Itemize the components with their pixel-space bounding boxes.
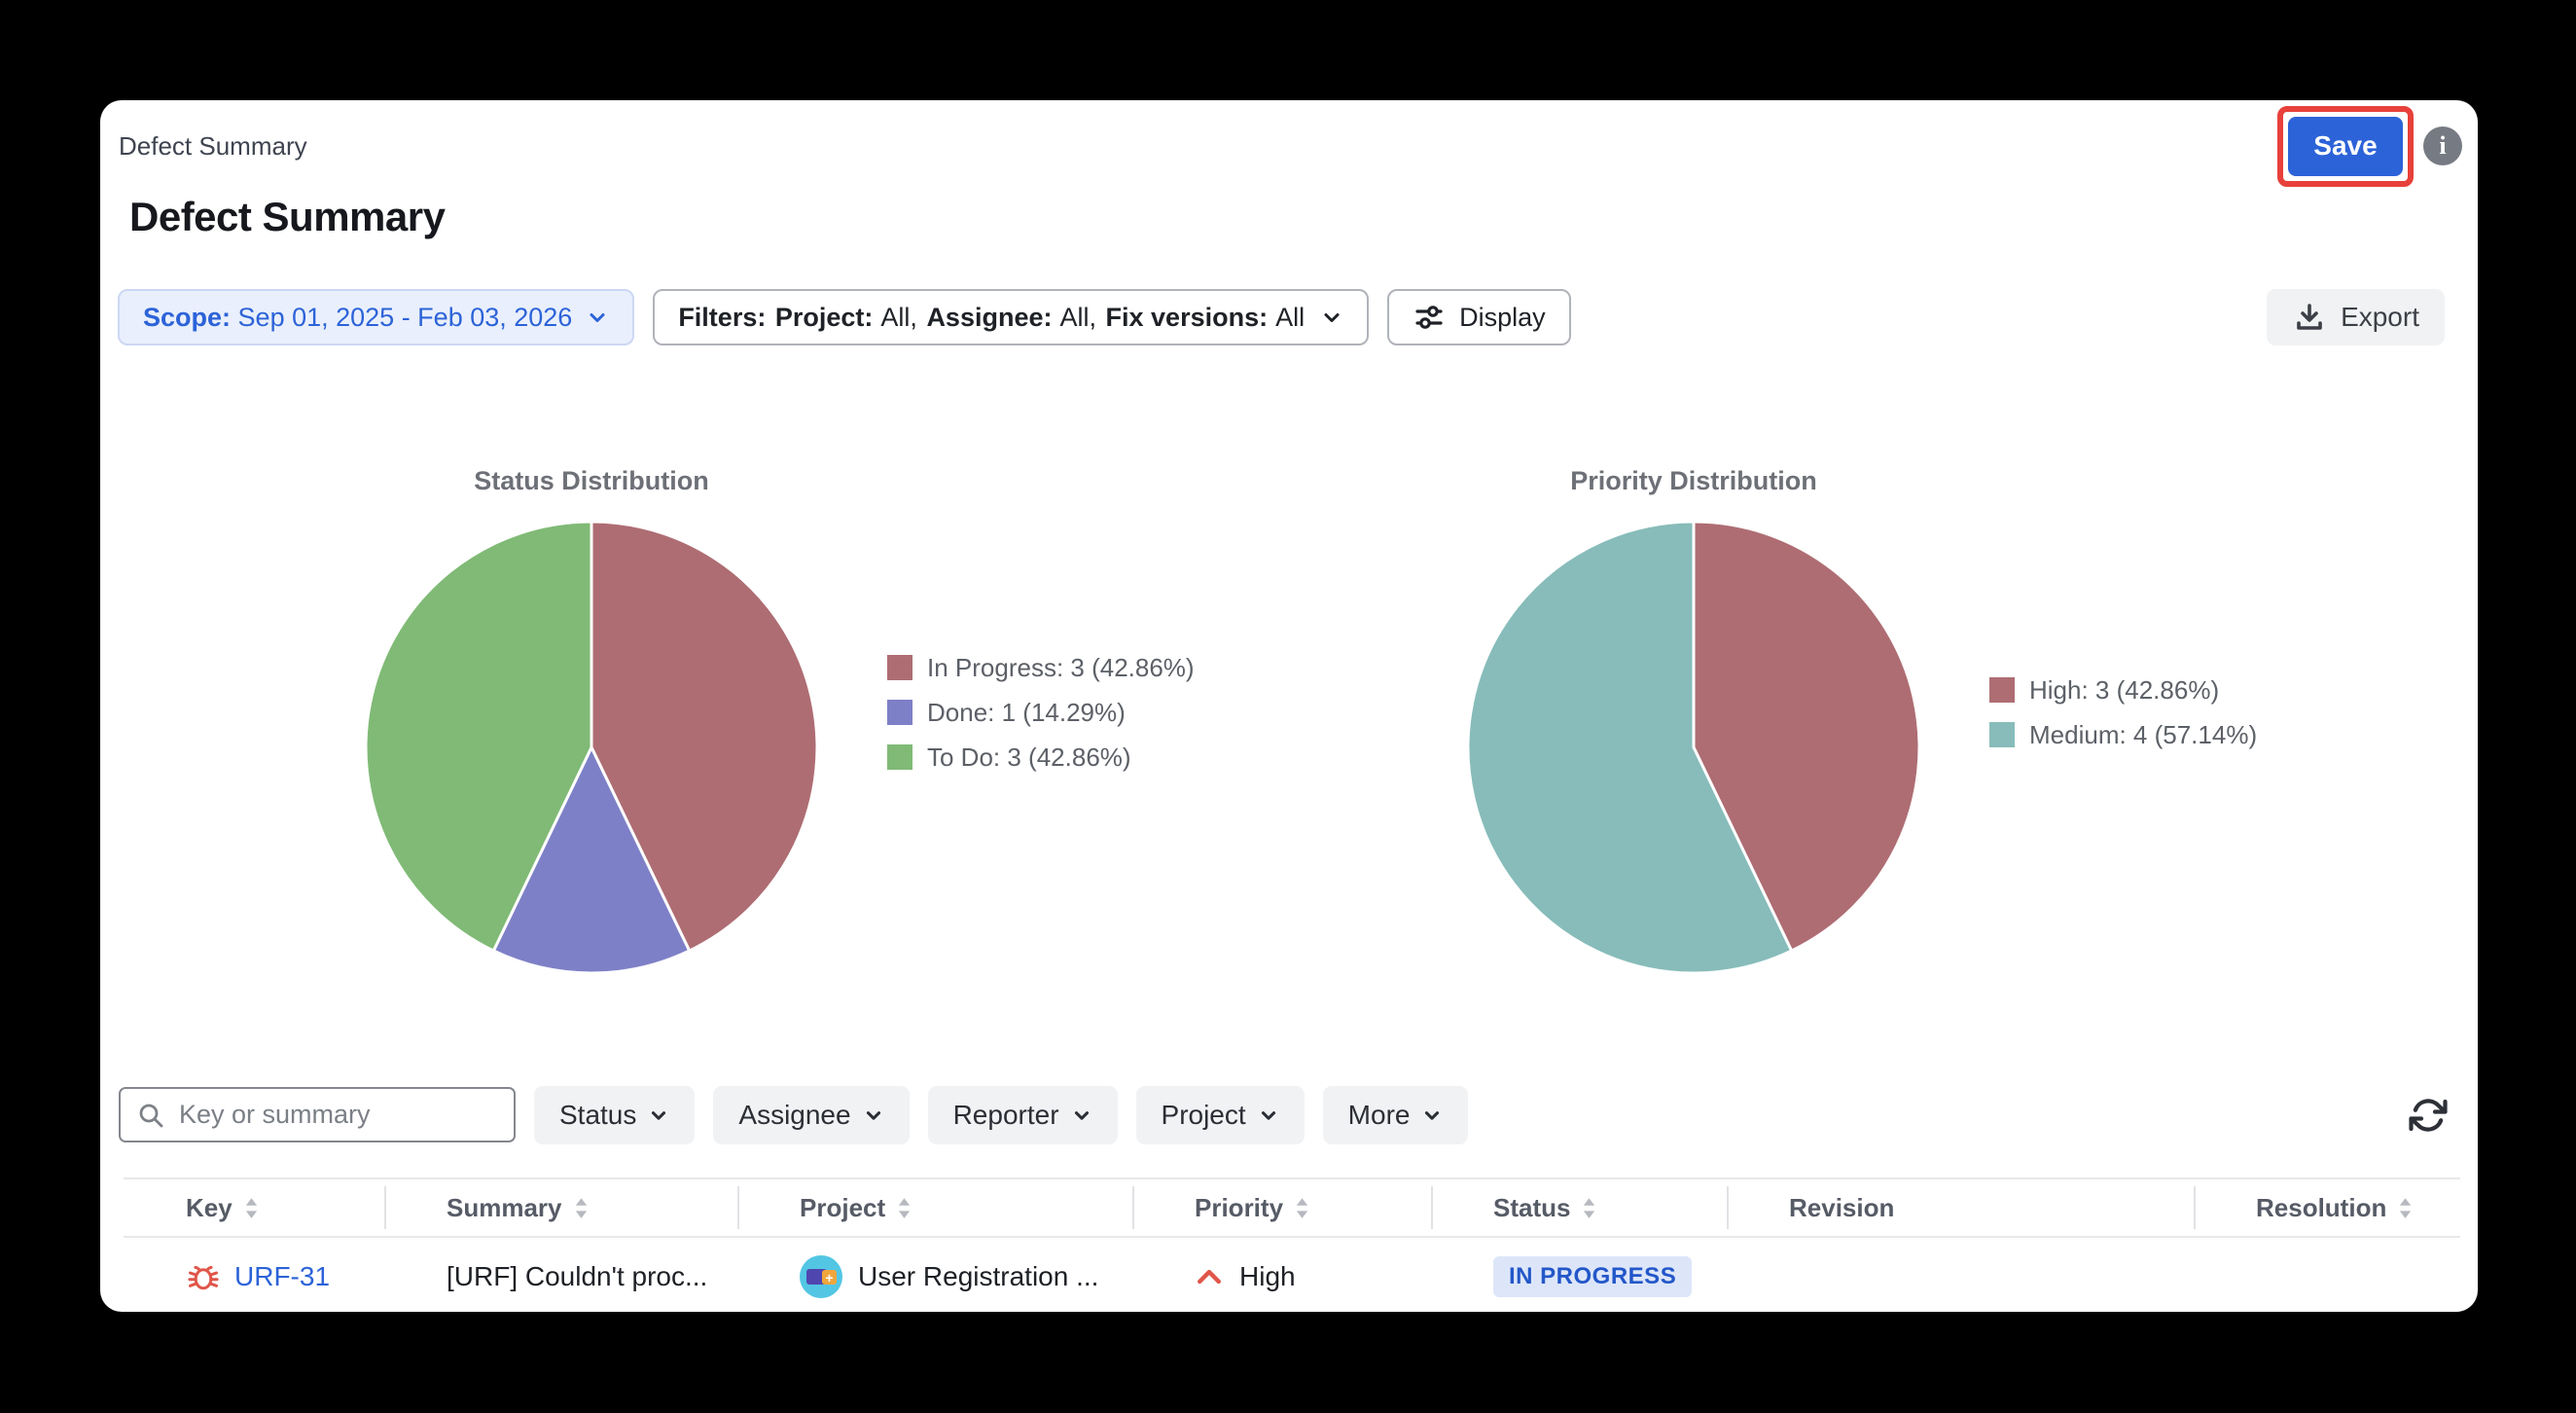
legend-label: To Do: 3 (42.86%) bbox=[927, 742, 1131, 772]
resolution-cell bbox=[2194, 1238, 2460, 1312]
project-cell: + User Registration ... bbox=[737, 1238, 1132, 1312]
status-distribution-pie bbox=[364, 520, 819, 975]
column-header-summary[interactable]: Summary bbox=[384, 1179, 737, 1236]
pie-slice-to-do bbox=[364, 520, 593, 954]
priority-chart-title: Priority Distribution bbox=[1570, 466, 1817, 495]
more-filter-button[interactable]: More bbox=[1322, 1085, 1469, 1144]
chevron-down-icon bbox=[1074, 1110, 1089, 1120]
save-button[interactable]: Save bbox=[2288, 116, 2403, 176]
priority-cell: High bbox=[1132, 1238, 1431, 1312]
download-icon bbox=[2297, 304, 2322, 330]
pie-slice-high bbox=[1692, 520, 1921, 954]
column-header-revision[interactable]: Revision bbox=[1727, 1179, 2194, 1236]
sort-icon bbox=[575, 1197, 587, 1218]
toolbar: Scope: Sep 01, 2025 - Feb 03, 2026 Filte… bbox=[118, 289, 2445, 345]
sort-icon bbox=[2400, 1197, 2412, 1218]
pie-slice-medium bbox=[1466, 520, 1794, 975]
pie-slice-done bbox=[491, 743, 692, 975]
export-button[interactable]: Export bbox=[2267, 289, 2445, 345]
pie-slice-in-progress bbox=[590, 520, 819, 954]
column-header-project[interactable]: Project bbox=[737, 1179, 1132, 1236]
scope-chip-text: Scope: Sep 01, 2025 - Feb 03, 2026 bbox=[143, 302, 573, 332]
legend-swatch bbox=[887, 744, 912, 770]
filters-chip[interactable]: Filters: Project: All, Assignee: All, Fi… bbox=[653, 289, 1370, 345]
status-chart-title: Status Distribution bbox=[474, 466, 709, 495]
priority-label: High bbox=[1239, 1261, 1296, 1291]
priority-distribution-pie bbox=[1466, 520, 1921, 975]
chevron-down-icon bbox=[652, 1110, 666, 1120]
sort-icon bbox=[1584, 1197, 1595, 1218]
issue-summary: [URF] Couldn't proc... bbox=[447, 1261, 708, 1291]
topbar-actions: Save i bbox=[2277, 105, 2462, 187]
key-cell: URF-31 bbox=[124, 1238, 384, 1312]
legend-item: High: 3 (42.86%) bbox=[1989, 668, 2257, 712]
status-chart-legend: In Progress: 3 (42.86%) Done: 1 (14.29%) T… bbox=[887, 645, 1195, 779]
legend-label: High: 3 (42.86%) bbox=[2029, 674, 2220, 705]
chevron-down-icon bbox=[1324, 313, 1340, 322]
summary-cell: [URF] Couldn't proc... bbox=[384, 1238, 737, 1312]
priority-high-icon bbox=[1198, 1269, 1221, 1285]
bug-icon bbox=[188, 1265, 219, 1290]
table-header-row: Key Summary Project Priority Status Revi… bbox=[124, 1178, 2460, 1238]
legend-item: Done: 1 (14.29%) bbox=[887, 690, 1195, 735]
panel-title: Defect Summary bbox=[119, 130, 307, 161]
refresh-icon bbox=[2409, 1098, 2448, 1132]
column-header-key[interactable]: Key bbox=[124, 1179, 384, 1236]
assignee-filter-button[interactable]: Assignee bbox=[713, 1085, 910, 1144]
project-filter-button[interactable]: Project bbox=[1135, 1085, 1305, 1144]
search-input[interactable] bbox=[177, 1099, 498, 1131]
legend-swatch bbox=[887, 655, 912, 680]
legend-item: Medium: 4 (57.14%) bbox=[1989, 712, 2257, 757]
chevron-down-icon bbox=[1425, 1110, 1440, 1120]
legend-label: Done: 1 (14.29%) bbox=[927, 697, 1126, 727]
issue-key-link[interactable]: URF-31 bbox=[234, 1261, 331, 1291]
sort-icon bbox=[1296, 1197, 1308, 1218]
sliders-icon bbox=[1415, 306, 1443, 329]
status-cell: IN PROGRESS bbox=[1431, 1238, 1727, 1312]
legend-swatch bbox=[887, 700, 912, 725]
status-badge: IN PROGRESS bbox=[1493, 1256, 1693, 1297]
legend-swatch bbox=[1989, 677, 2015, 703]
chevron-down-icon bbox=[1261, 1110, 1275, 1120]
project-name: User Registration ... bbox=[858, 1261, 1099, 1291]
table-row[interactable]: URF-31 [URF] Couldn't proc... + User Reg… bbox=[124, 1238, 2460, 1312]
search-icon bbox=[139, 1104, 163, 1127]
legend-label: Medium: 4 (57.14%) bbox=[2029, 719, 2258, 749]
issues-table: Key Summary Project Priority Status Revi… bbox=[124, 1178, 2460, 1312]
reporter-filter-button[interactable]: Reporter bbox=[927, 1085, 1118, 1144]
project-avatar: + bbox=[800, 1255, 842, 1298]
sort-icon bbox=[899, 1197, 911, 1218]
issue-filter-bar: Status Assignee Reporter Project More bbox=[119, 1085, 2449, 1144]
sort-icon bbox=[245, 1197, 257, 1218]
defect-summary-panel: Defect Summary Save i Defect Summary Sco… bbox=[100, 100, 2478, 1312]
scope-filter-chip[interactable]: Scope: Sep 01, 2025 - Feb 03, 2026 bbox=[118, 289, 635, 345]
legend-label: In Progress: 3 (42.86%) bbox=[927, 652, 1195, 682]
revision-cell bbox=[1727, 1238, 2194, 1312]
legend-item: To Do: 3 (42.86%) bbox=[887, 735, 1195, 779]
priority-chart-legend: High: 3 (42.86%) Medium: 4 (57.14%) bbox=[1989, 668, 2257, 757]
annotation-highlight-box: Save bbox=[2277, 105, 2414, 187]
filters-chip-text: Filters: Project: All, Assignee: All, Fi… bbox=[678, 302, 1306, 332]
page-title: Defect Summary bbox=[129, 194, 446, 239]
column-header-status[interactable]: Status bbox=[1431, 1179, 1727, 1236]
refresh-button[interactable] bbox=[2408, 1095, 2449, 1136]
chevron-down-icon bbox=[866, 1110, 880, 1120]
column-header-resolution[interactable]: Resolution bbox=[2194, 1179, 2460, 1236]
column-header-priority[interactable]: Priority bbox=[1132, 1179, 1431, 1236]
display-button[interactable]: Display bbox=[1387, 289, 1571, 345]
status-filter-button[interactable]: Status bbox=[534, 1085, 696, 1144]
info-icon[interactable]: i bbox=[2423, 127, 2462, 165]
search-input-wrapper bbox=[119, 1087, 516, 1142]
panel-topbar: Defect Summary Save i bbox=[119, 100, 2462, 192]
legend-swatch bbox=[1989, 722, 2015, 747]
chevron-down-icon bbox=[590, 313, 605, 322]
legend-item: In Progress: 3 (42.86%) bbox=[887, 645, 1195, 690]
